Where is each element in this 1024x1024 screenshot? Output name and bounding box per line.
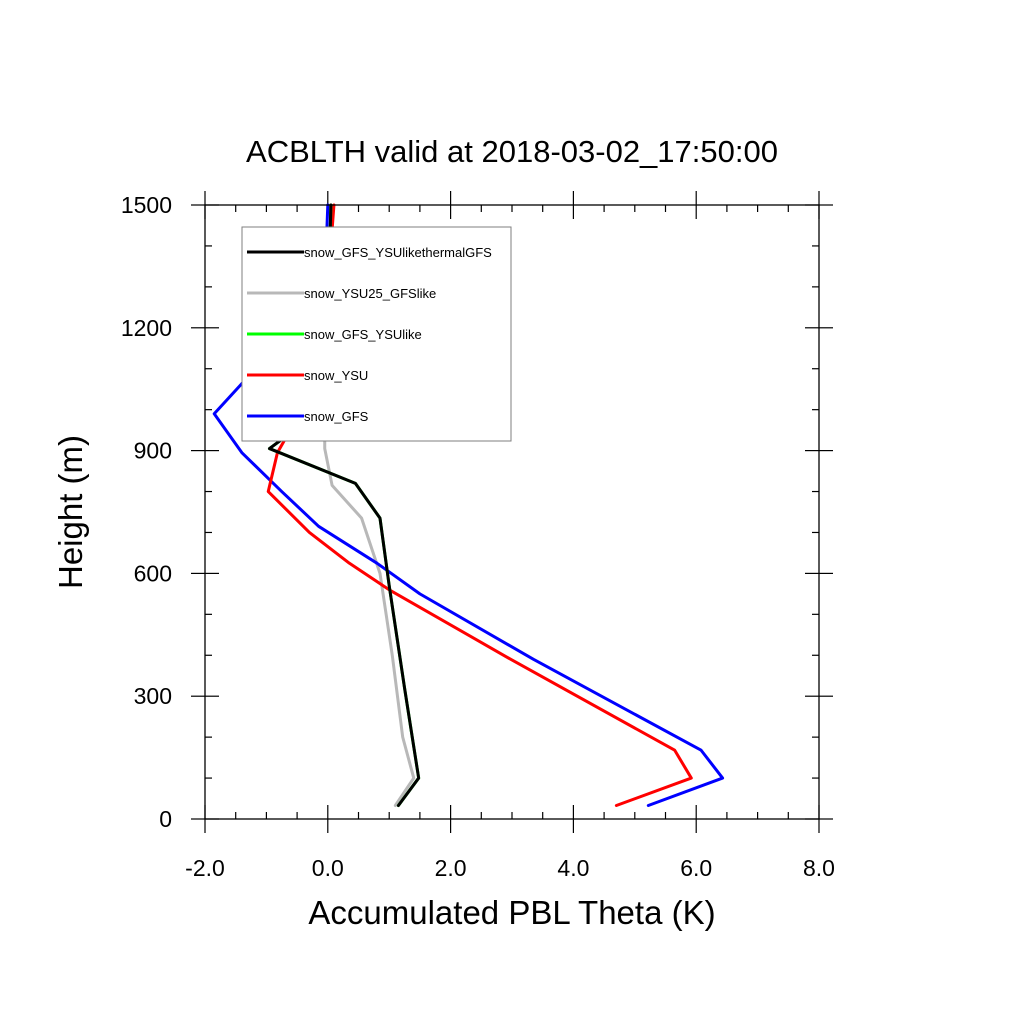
x-tick-labels: -2.0 0.0 2.0 4.0 6.0 8.0: [185, 855, 835, 881]
legend: snow_GFS_YSUlikethermalGFS snow_YSU25_GFS…: [241, 226, 512, 442]
y-tick-label: 900: [134, 438, 172, 464]
x-axis-label: Accumulated PBL Theta (K): [308, 894, 715, 931]
axis-ticks: [191, 191, 833, 833]
legend-label: snow_YSU: [304, 368, 368, 383]
x-tick-label: 2.0: [435, 855, 467, 881]
x-tick-label: 4.0: [557, 855, 589, 881]
y-tick-label: 600: [134, 560, 172, 586]
chart-title: ACBLTH valid at 2018-03-02_17:50:00: [246, 134, 778, 169]
y-tick-labels: 0 300 600 900 1200 1500: [121, 192, 172, 832]
x-tick-label: 8.0: [803, 855, 835, 881]
legend-label: snow_GFS_YSUlike: [304, 327, 422, 342]
legend-label: snow_GFS: [304, 409, 369, 424]
y-tick-label: 1200: [121, 315, 172, 341]
y-tick-label: 0: [159, 806, 172, 832]
x-tick-label: -2.0: [185, 855, 225, 881]
y-tick-label: 300: [134, 683, 172, 709]
plot-frame: [204, 204, 820, 820]
y-tick-label: 1500: [121, 192, 172, 218]
legend-label: snow_GFS_YSUlikethermalGFS: [304, 245, 492, 260]
legend-label: snow_YSU25_GFSlike: [304, 286, 436, 301]
y-axis-label: Height (m): [52, 435, 89, 589]
x-tick-label: 6.0: [680, 855, 712, 881]
x-tick-label: 0.0: [312, 855, 344, 881]
